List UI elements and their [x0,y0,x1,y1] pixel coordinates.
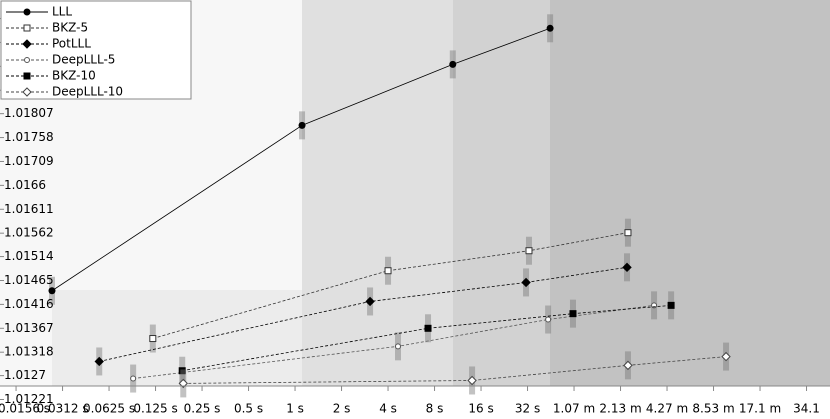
y-tick-label: 1.01807 [4,106,54,120]
series-line [183,356,727,384]
point [178,378,188,389]
x-tick-label: 0.5 s [234,402,263,416]
point [545,316,552,323]
point [546,24,554,32]
x-tick-label: 16 s [468,402,493,416]
x-tick-label: 0.125 s [133,402,177,416]
series-line [182,304,672,372]
y-tick-label: 1.01562 [4,226,54,240]
legend-label: LLL [52,5,72,19]
legend-label: PotLLL [52,37,91,51]
x-tick-label: 17.1 m [739,402,781,416]
series-line [51,27,551,292]
point [23,8,31,16]
y-tick-label: 1.01318 [4,345,54,359]
series-line [133,304,655,379]
x-tick-label: 1.07 m [553,402,595,416]
series-line [99,266,628,362]
point [298,121,306,129]
y-tick-label: 1.01465 [4,273,54,287]
legend-label: BKZ-5 [52,21,88,35]
y-tick-label: 1.01367 [4,321,54,335]
y-tick-label: 1.01514 [4,249,54,263]
point [449,60,457,68]
plot-area [48,14,731,398]
x-tick-label: 2.13 m [599,402,641,416]
series-line [152,232,629,339]
point [721,351,731,362]
point [467,375,477,386]
x-tick-label: 0.0156 s [0,402,50,416]
x-tick-label: 34.1 [793,402,820,416]
point [622,262,632,273]
y-tick-label: 1.01221 [4,392,54,406]
x-tick-label: 0.25 s [184,402,221,416]
point [384,267,392,275]
y-tick-label: 1.0127 [4,368,46,382]
point [23,24,31,32]
legend-box [0,0,192,100]
point [624,229,632,237]
y-tick-label: 1.01416 [4,297,54,311]
x-tick-label: 0.0312 s [37,402,89,416]
point [22,39,32,49]
legend-label: DeepLLL-5 [52,53,115,67]
x-tick-label: 32 s [515,402,540,416]
x-tick-label: 2 s [333,402,351,416]
point [23,72,31,80]
x-tick-label: 8.53 m [692,402,734,416]
y-tick-label: 1.0166 [4,178,46,192]
x-tick-label: 1 s [286,402,304,416]
point [94,356,104,367]
x-tick-label: 0.0625 s [83,402,135,416]
point [130,375,137,382]
point [178,367,186,375]
point [24,57,30,63]
y-tick-label: 1.01709 [4,154,54,168]
background-regions [52,0,830,386]
legend-label: DeepLLL-10 [52,85,123,99]
point [22,87,32,97]
point [365,296,375,307]
point [149,335,157,343]
y-tick-label: 1.01611 [4,202,54,216]
legend: LLL BKZ-5 PotLLL DeepLLL-5 BKZ-10 DeepLLL-10 [0,0,192,100]
point [48,287,56,295]
x-tick-label: 4 s [379,402,397,416]
x-tick-label: 8 s [426,402,444,416]
point [521,277,531,288]
point [623,360,633,371]
y-tick-label: 1.01758 [4,130,54,144]
point [667,301,675,309]
point [569,310,577,318]
legend-label: BKZ-10 [52,69,96,83]
point [525,247,533,255]
x-tick-label: 4.27 m [646,402,688,416]
point [424,324,432,332]
point [394,343,401,350]
